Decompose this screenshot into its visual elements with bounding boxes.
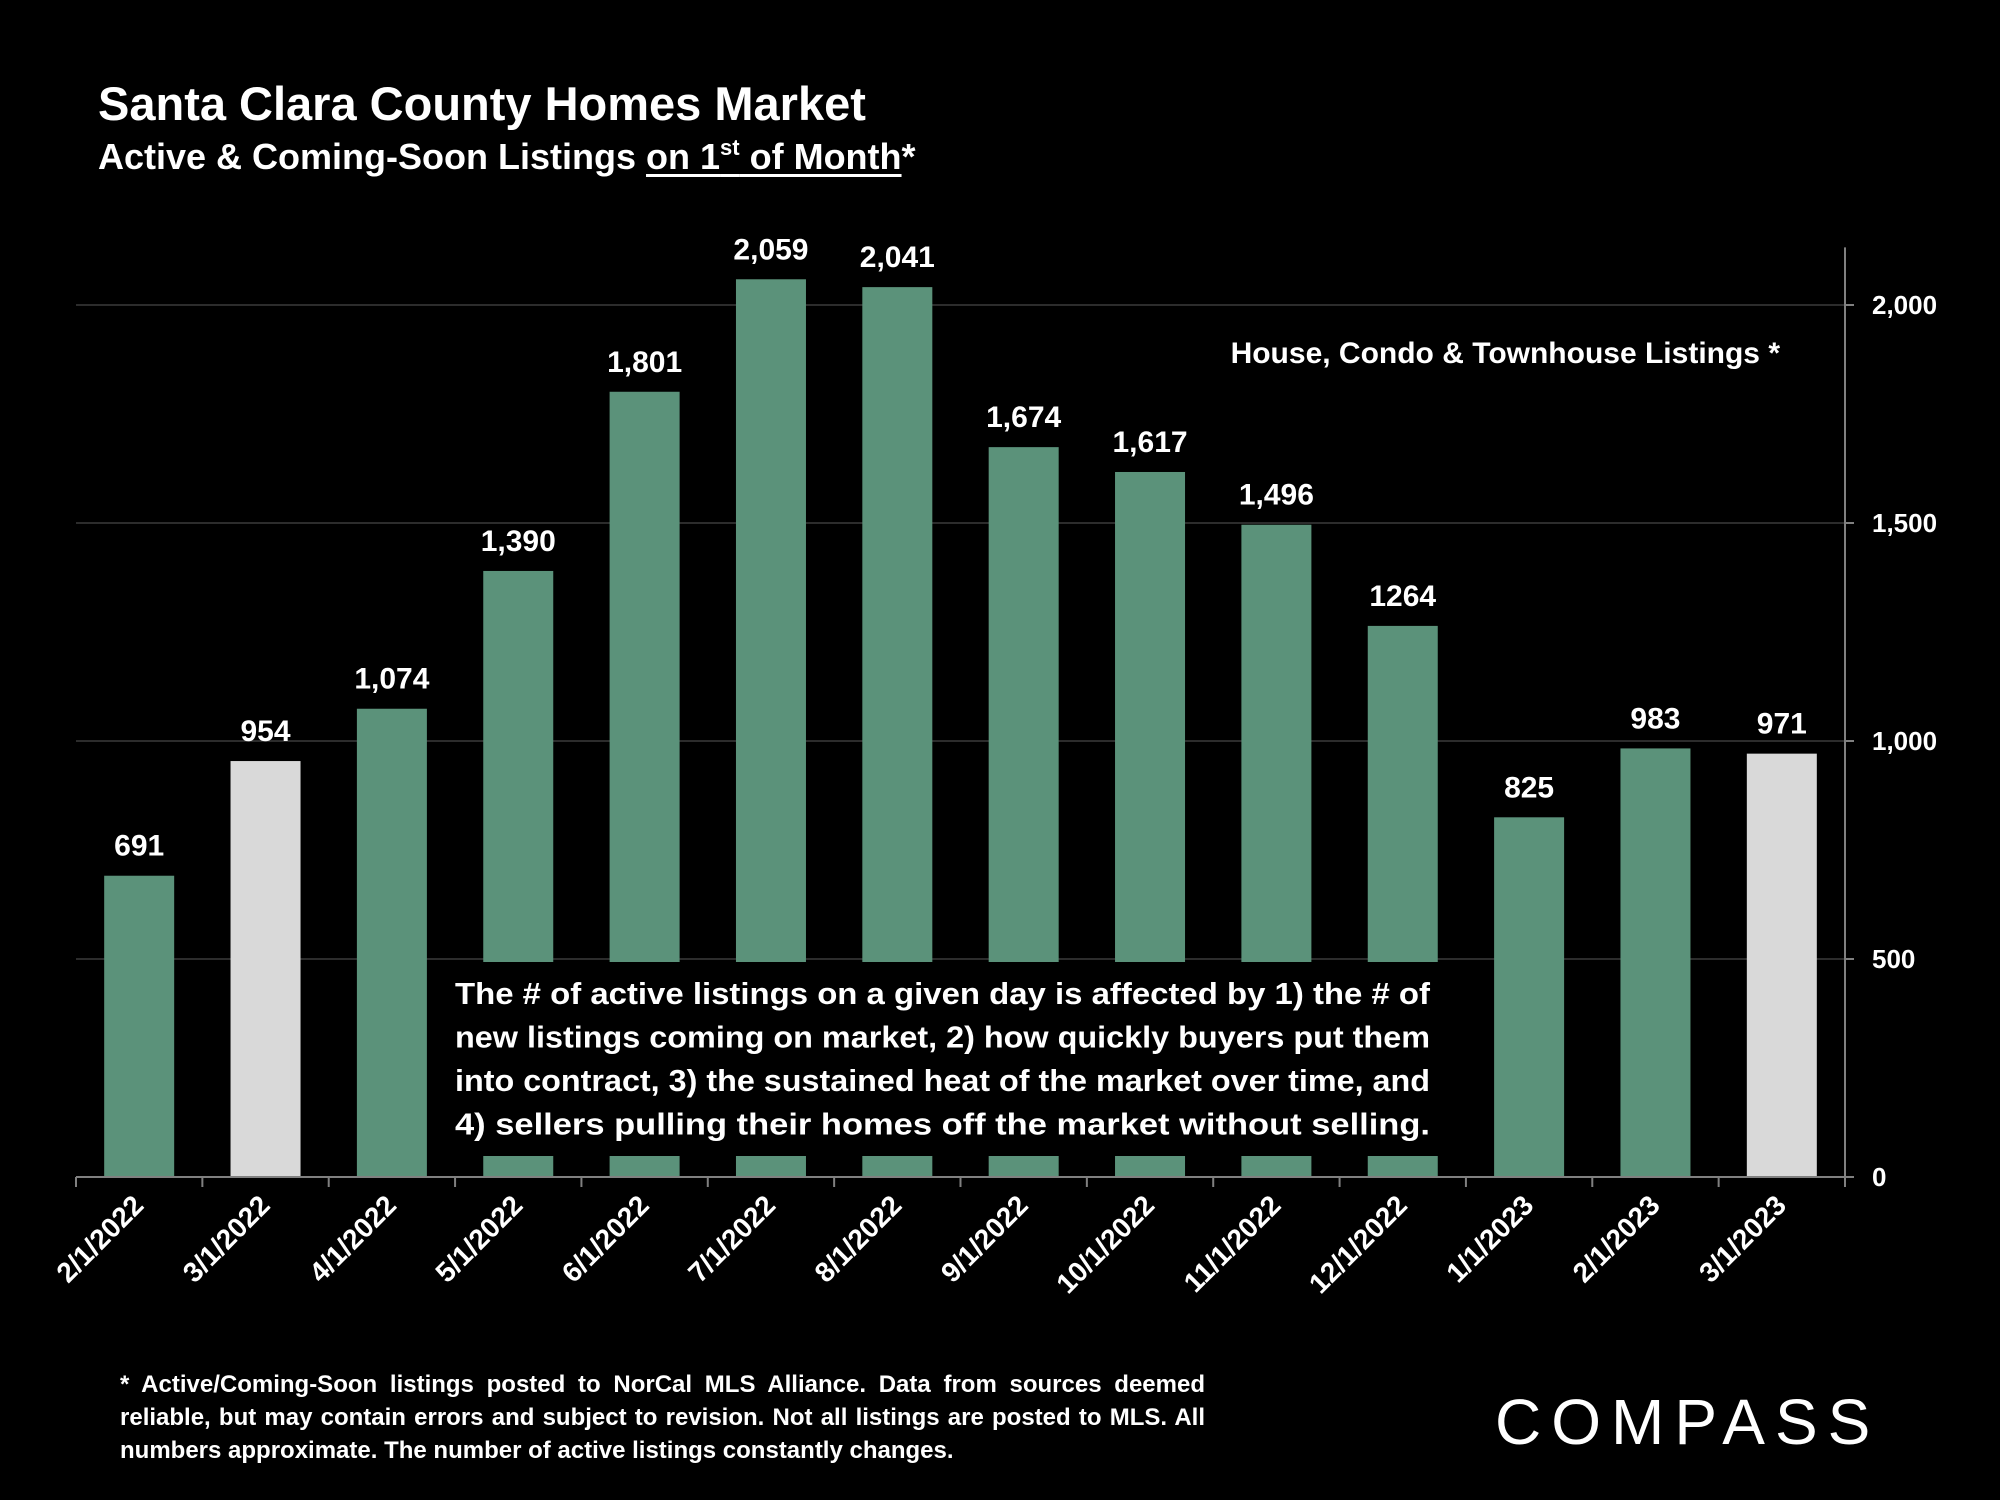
value-label-1/1/2023: 825 xyxy=(1504,771,1554,804)
x-tick-label-1/1/2023: 1/1/2023 xyxy=(1440,1189,1539,1288)
subtitle-superscript: st xyxy=(720,135,740,160)
bars xyxy=(104,279,1817,1177)
value-label-2/1/2022: 691 xyxy=(114,830,164,863)
bar-3/1/2023 xyxy=(1746,753,1817,1177)
x-tick-label-11/1/2022: 11/1/2022 xyxy=(1178,1189,1287,1298)
compass-logo-text: COMPASS xyxy=(1495,1386,1880,1458)
annotation-line-1: The # of active listings on a given day … xyxy=(455,976,1431,1011)
page-subtitle: Active & Coming-Soon Listings on 1st of … xyxy=(98,136,916,178)
value-label-4/1/2022: 1,074 xyxy=(354,663,429,696)
bar-2/1/2022 xyxy=(104,875,175,1177)
y-tick-label-0: 0 xyxy=(1872,1162,1886,1192)
bar-3/1/2022 xyxy=(230,761,301,1177)
annotation-line-3: into contract, 3) the sustained heat of … xyxy=(455,1063,1430,1098)
y-tick-label-1,000: 1,000 xyxy=(1872,726,1937,756)
y-tick-label-1,500: 1,500 xyxy=(1872,508,1937,538)
annotation-box xyxy=(445,962,1445,1156)
x-tick-label-12/1/2022: 12/1/2022 xyxy=(1303,1189,1413,1299)
value-label-3/1/2023: 971 xyxy=(1757,708,1807,741)
x-tick-label-2/1/2023: 2/1/2023 xyxy=(1567,1189,1666,1288)
footnote: * Active/Coming-Soon listings posted to … xyxy=(120,1371,1205,1464)
x-tick-label-9/1/2022: 9/1/2022 xyxy=(935,1189,1034,1288)
value-label-7/1/2022: 2,059 xyxy=(733,233,808,266)
annotation-line-2: new listings coming on market, 2) how qu… xyxy=(455,1020,1430,1055)
x-tick-label-7/1/2022: 7/1/2022 xyxy=(682,1189,781,1288)
value-label-9/1/2022: 1,674 xyxy=(986,401,1061,434)
subtitle-prefix: Active & Coming-Soon Listings xyxy=(98,136,647,177)
page-title: Santa Clara County Homes Market xyxy=(98,77,866,130)
x-tick-label-6/1/2022: 6/1/2022 xyxy=(556,1189,655,1288)
x-tick-label-3/1/2022: 3/1/2022 xyxy=(177,1189,276,1288)
value-label-10/1/2022: 1,617 xyxy=(1112,426,1187,459)
annotation-line-4: 4) sellers pulling their homes off the m… xyxy=(455,1107,1430,1142)
subtitle-underlined-part1: on 1 xyxy=(646,136,721,177)
x-tick-label-2/1/2022: 2/1/2022 xyxy=(50,1189,149,1288)
y-tick-label-500: 500 xyxy=(1872,944,1915,974)
value-label-12/1/2022: 1264 xyxy=(1369,580,1436,613)
x-tick-label-5/1/2022: 5/1/2022 xyxy=(429,1189,528,1288)
grid-lines xyxy=(76,304,1845,960)
x-tick-label-8/1/2022: 8/1/2022 xyxy=(809,1189,908,1288)
value-label-5/1/2022: 1,390 xyxy=(481,525,556,558)
value-label-3/1/2022: 954 xyxy=(241,715,291,748)
value-label-2/1/2023: 983 xyxy=(1630,702,1680,735)
bar-1/1/2023 xyxy=(1494,817,1565,1177)
value-label-8/1/2022: 2,041 xyxy=(860,241,935,274)
y-tick-label-2,000: 2,000 xyxy=(1872,290,1937,320)
x-tick-label-10/1/2022: 10/1/2022 xyxy=(1050,1189,1160,1299)
value-label-11/1/2022: 1,496 xyxy=(1239,479,1314,512)
bar-chart: 691 954 1,074 1,390 1,801 2,059 2,041 1,674 1,61… xyxy=(50,233,1937,1299)
subtitle-underlined: on 1st of Month xyxy=(646,136,902,177)
subtitle-suffix: * xyxy=(901,136,916,177)
legend-label: House, Condo & Townhouse Listings * xyxy=(1231,337,1781,370)
value-label-6/1/2022: 1,801 xyxy=(607,346,682,379)
value-labels: 691 954 1,074 1,390 1,801 2,059 2,041 1,674 1,61… xyxy=(114,233,1807,862)
bar-4/1/2022 xyxy=(356,708,427,1177)
bar-2/1/2023 xyxy=(1620,748,1691,1177)
subtitle-underlined-part2: of Month xyxy=(739,136,902,177)
x-tick-label-3/1/2023: 3/1/2023 xyxy=(1693,1189,1792,1288)
annotation: House, Condo & Townhouse Listings * The #… xyxy=(445,337,1780,1156)
x-tick-label-4/1/2022: 4/1/2022 xyxy=(303,1189,402,1288)
compass-logo: COMPASS xyxy=(1495,1386,1880,1458)
